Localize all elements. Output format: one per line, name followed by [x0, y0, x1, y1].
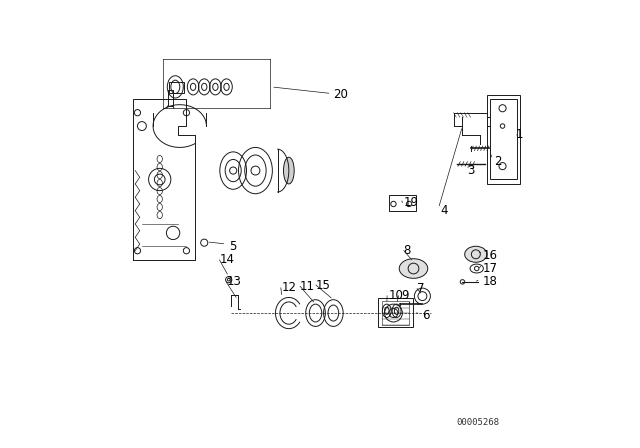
Text: 2: 2 [495, 155, 502, 168]
Bar [378, 298, 413, 327]
Text: 00005268: 00005268 [456, 418, 500, 426]
Text: 11: 11 [300, 280, 315, 293]
Text: 20: 20 [333, 88, 348, 101]
Text: 4: 4 [440, 204, 448, 217]
Text: 16: 16 [483, 249, 497, 262]
Text: 17: 17 [483, 262, 497, 275]
Bar [389, 195, 416, 211]
Ellipse shape [284, 157, 294, 184]
Text: 8: 8 [404, 244, 411, 257]
Text: 1: 1 [516, 129, 524, 142]
Text: 9: 9 [401, 289, 408, 302]
Text: 3: 3 [467, 164, 474, 177]
Text: 6: 6 [422, 309, 430, 322]
Bar [382, 301, 409, 325]
Text: 18: 18 [483, 276, 497, 289]
Text: 19: 19 [404, 196, 419, 209]
Text: 15: 15 [316, 279, 330, 292]
Ellipse shape [399, 259, 428, 278]
Bar [168, 82, 184, 93]
Text: 14: 14 [220, 253, 235, 266]
Text: 12: 12 [282, 281, 297, 294]
Text: 13: 13 [227, 276, 241, 289]
Bar [490, 99, 516, 180]
Text: 7: 7 [417, 282, 424, 295]
Ellipse shape [465, 246, 487, 262]
Text: 10: 10 [389, 289, 404, 302]
Bar [487, 95, 520, 184]
Text: 5: 5 [228, 240, 236, 253]
Bar [168, 90, 173, 106]
